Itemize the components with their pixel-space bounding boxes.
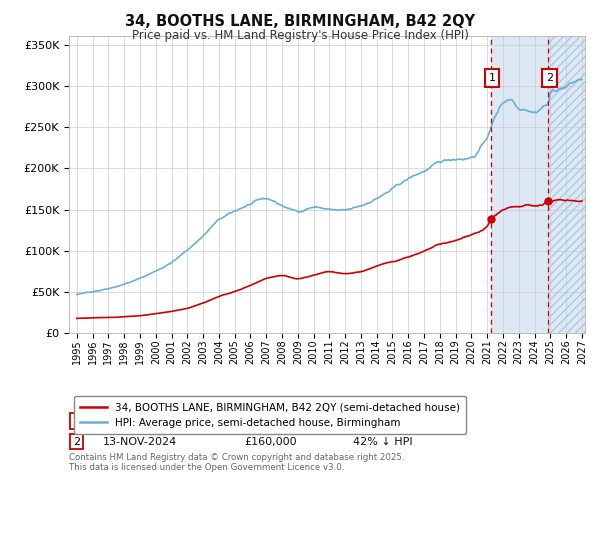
Text: Price paid vs. HM Land Registry's House Price Index (HPI): Price paid vs. HM Land Registry's House … bbox=[131, 29, 469, 42]
Text: £160,000: £160,000 bbox=[244, 437, 297, 446]
Text: 13-NOV-2024: 13-NOV-2024 bbox=[103, 437, 177, 446]
Bar bbox=[548, 36, 585, 333]
Text: 1: 1 bbox=[73, 416, 80, 426]
Legend: 34, BOOTHS LANE, BIRMINGHAM, B42 2QY (semi-detached house), HPI: Average price, : 34, BOOTHS LANE, BIRMINGHAM, B42 2QY (se… bbox=[74, 396, 466, 434]
Text: £139,000: £139,000 bbox=[244, 416, 297, 426]
Text: 42% ↓ HPI: 42% ↓ HPI bbox=[353, 437, 412, 446]
Text: 41% ↓ HPI: 41% ↓ HPI bbox=[353, 416, 412, 426]
Text: 2: 2 bbox=[73, 437, 80, 446]
Text: Contains HM Land Registry data © Crown copyright and database right 2025.
This d: Contains HM Land Registry data © Crown c… bbox=[69, 452, 404, 472]
Text: 30-MAR-2021: 30-MAR-2021 bbox=[103, 416, 177, 426]
Text: 2: 2 bbox=[546, 73, 553, 83]
Bar bbox=[491, 36, 548, 333]
Text: 1: 1 bbox=[488, 73, 496, 83]
Text: 34, BOOTHS LANE, BIRMINGHAM, B42 2QY: 34, BOOTHS LANE, BIRMINGHAM, B42 2QY bbox=[125, 14, 475, 29]
Bar bbox=[548, 36, 585, 333]
